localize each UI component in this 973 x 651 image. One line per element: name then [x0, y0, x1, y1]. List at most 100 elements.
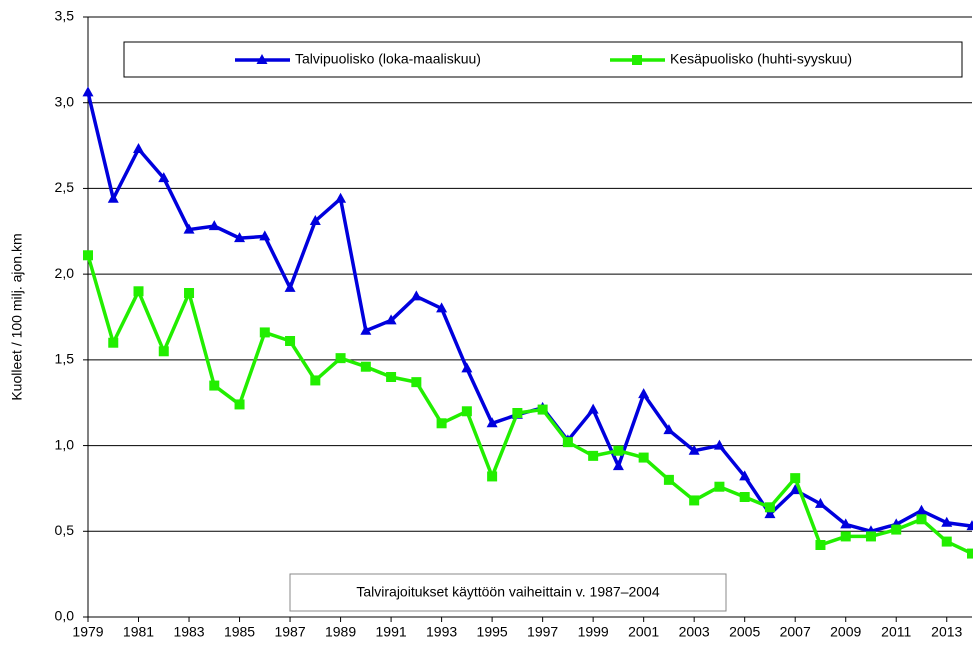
data-point [436, 302, 448, 313]
data-point [385, 314, 397, 325]
data-point [916, 514, 927, 525]
y-axis-label: Kuolleet / 100 milj. ajon.km [9, 233, 25, 400]
data-point [108, 337, 119, 348]
data-point [486, 417, 498, 428]
data-point [259, 327, 270, 338]
y-tick-label: 1,5 [55, 351, 75, 367]
data-point [638, 388, 650, 399]
data-point [613, 445, 624, 456]
data-point [309, 215, 321, 225]
data-point [284, 281, 296, 292]
data-point [588, 450, 599, 461]
data-point [461, 362, 473, 373]
data-point [461, 406, 472, 417]
series-line [86, 254, 973, 556]
data-point [234, 232, 246, 243]
data-point [714, 481, 725, 492]
data-point [663, 474, 674, 485]
x-tick-label: 1989 [325, 624, 356, 640]
data-point [259, 230, 271, 241]
data-point [133, 143, 145, 153]
data-point [790, 473, 801, 484]
data-point [865, 531, 876, 542]
data-point [436, 418, 447, 429]
data-point [310, 375, 321, 386]
data-point [83, 250, 93, 261]
x-tick-label: 1983 [173, 624, 204, 640]
data-point [840, 531, 851, 542]
data-point [941, 516, 953, 527]
x-tick-label: 1995 [477, 624, 508, 640]
data-point [512, 408, 523, 418]
data-point [208, 220, 220, 231]
data-point [915, 504, 927, 515]
annotation-box [289, 573, 727, 612]
y-tick-label: 3,0 [55, 93, 75, 109]
legend-label: Talvipuolisko (loka-maaliskuu) [295, 51, 481, 67]
data-point [663, 424, 675, 435]
data-point [158, 172, 170, 183]
data-point [764, 508, 776, 519]
x-tick-label: 2003 [679, 624, 710, 640]
data-point [612, 460, 624, 471]
data-point [360, 361, 371, 372]
x-tick-label: 2005 [729, 624, 760, 640]
x-tick-label: 2011 [881, 624, 911, 640]
data-point [158, 346, 169, 357]
data-point [840, 518, 852, 529]
data-point [133, 286, 144, 297]
y-tick-label: 3,5 [55, 8, 75, 24]
data-point [891, 524, 902, 535]
y-tick-label: 2,0 [55, 265, 75, 281]
data-point [335, 192, 347, 203]
x-tick-label: 1991 [376, 624, 407, 640]
data-point [410, 290, 422, 301]
data-point [285, 336, 296, 346]
x-tick-label: 1999 [578, 624, 609, 640]
data-point [814, 497, 826, 508]
x-tick-label: 2001 [628, 624, 659, 640]
data-point [815, 540, 826, 550]
data-point [107, 192, 119, 203]
data-point [184, 288, 195, 298]
x-tick-label: 2013 [931, 624, 962, 640]
y-tick-label: 0,5 [55, 522, 75, 538]
data-point [789, 484, 801, 495]
data-point [764, 502, 775, 513]
x-tick-label: 1997 [527, 624, 558, 640]
data-point [688, 444, 700, 455]
legend-label: Kesäpuolisko (huhti-syyskuu) [670, 51, 852, 67]
y-tick-label: 0,0 [55, 608, 75, 624]
data-point [739, 470, 751, 481]
data-point [335, 353, 346, 364]
data-point [411, 377, 422, 388]
x-tick-label: 1987 [274, 624, 305, 640]
data-point [562, 437, 573, 448]
x-tick-label: 1979 [72, 624, 103, 640]
data-point [183, 223, 195, 234]
x-tick-label: 2009 [830, 624, 861, 640]
data-point [587, 403, 599, 414]
data-point [209, 380, 220, 391]
data-point [689, 495, 700, 506]
annotation: Talvirajoitukset käyttöön vaiheittain v.… [356, 584, 659, 600]
data-point [487, 471, 498, 482]
data-point [82, 86, 94, 97]
legend-marker [256, 54, 268, 64]
data-point [713, 439, 725, 450]
legend-marker [632, 55, 642, 65]
data-point [360, 324, 372, 335]
x-tick-label: 1981 [123, 624, 154, 640]
data-point [739, 492, 750, 502]
data-point [638, 452, 649, 463]
data-point [941, 536, 952, 547]
series-line [86, 92, 973, 534]
data-point [966, 520, 973, 531]
data-point [537, 404, 548, 415]
y-tick-label: 2,5 [55, 179, 75, 195]
data-point [967, 548, 973, 559]
x-tick-label: 2007 [780, 624, 811, 640]
x-tick-label: 1985 [224, 624, 255, 640]
